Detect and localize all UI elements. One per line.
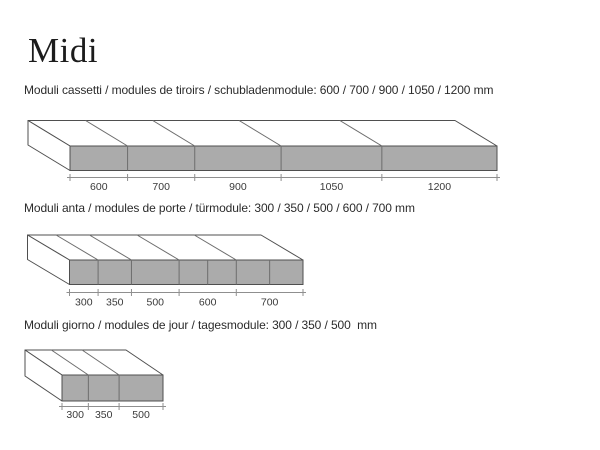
module-divider-top bbox=[81, 349, 120, 376]
dimension-label: 600 bbox=[90, 181, 108, 193]
module-diagram-open-modules: 300 350 500 bbox=[24, 349, 166, 421]
dimension-label: 1050 bbox=[320, 181, 344, 193]
page-title: Midi bbox=[28, 31, 99, 70]
dimension-label: 900 bbox=[229, 181, 247, 193]
module-divider-top bbox=[152, 120, 196, 147]
module-diagram-drawer-modules: 600 700 900 1050 1200 bbox=[27, 120, 500, 193]
section-heading-open-modules: Moduli giorno / modules de jour / tagesm… bbox=[24, 318, 377, 332]
front-face bbox=[61, 374, 164, 402]
dimension-label: 300 bbox=[75, 297, 93, 309]
dimension-label: 350 bbox=[106, 297, 124, 309]
module-divider-top bbox=[194, 234, 237, 261]
top-face bbox=[27, 120, 498, 147]
dimension-label: 500 bbox=[147, 297, 165, 309]
dimension-label: 500 bbox=[132, 409, 150, 421]
module-divider-top bbox=[89, 234, 132, 261]
dimension-label: 1200 bbox=[428, 181, 452, 193]
top-face bbox=[27, 234, 304, 261]
dimension-label: 700 bbox=[261, 297, 279, 309]
module-divider-top bbox=[339, 120, 383, 147]
front-face bbox=[69, 145, 498, 171]
section-heading-door-modules: Moduli anta / modules de porte / türmodu… bbox=[24, 201, 415, 215]
section-heading-drawer-modules: Moduli cassetti / modules de tiroirs / s… bbox=[24, 83, 494, 97]
module-divider-top bbox=[55, 234, 99, 261]
dimension-label: 700 bbox=[152, 181, 170, 193]
front-face bbox=[69, 259, 304, 285]
dimension-label: 600 bbox=[199, 297, 217, 309]
module-divider-top bbox=[238, 120, 282, 147]
module-divider-top bbox=[136, 234, 180, 261]
module-divider-top bbox=[51, 349, 89, 376]
module-diagram-door-modules: 300 350 500 600 700 bbox=[27, 234, 306, 309]
dimension-label: 300 bbox=[66, 409, 84, 421]
dimension-label: 350 bbox=[95, 409, 113, 421]
module-divider-top bbox=[85, 120, 128, 147]
